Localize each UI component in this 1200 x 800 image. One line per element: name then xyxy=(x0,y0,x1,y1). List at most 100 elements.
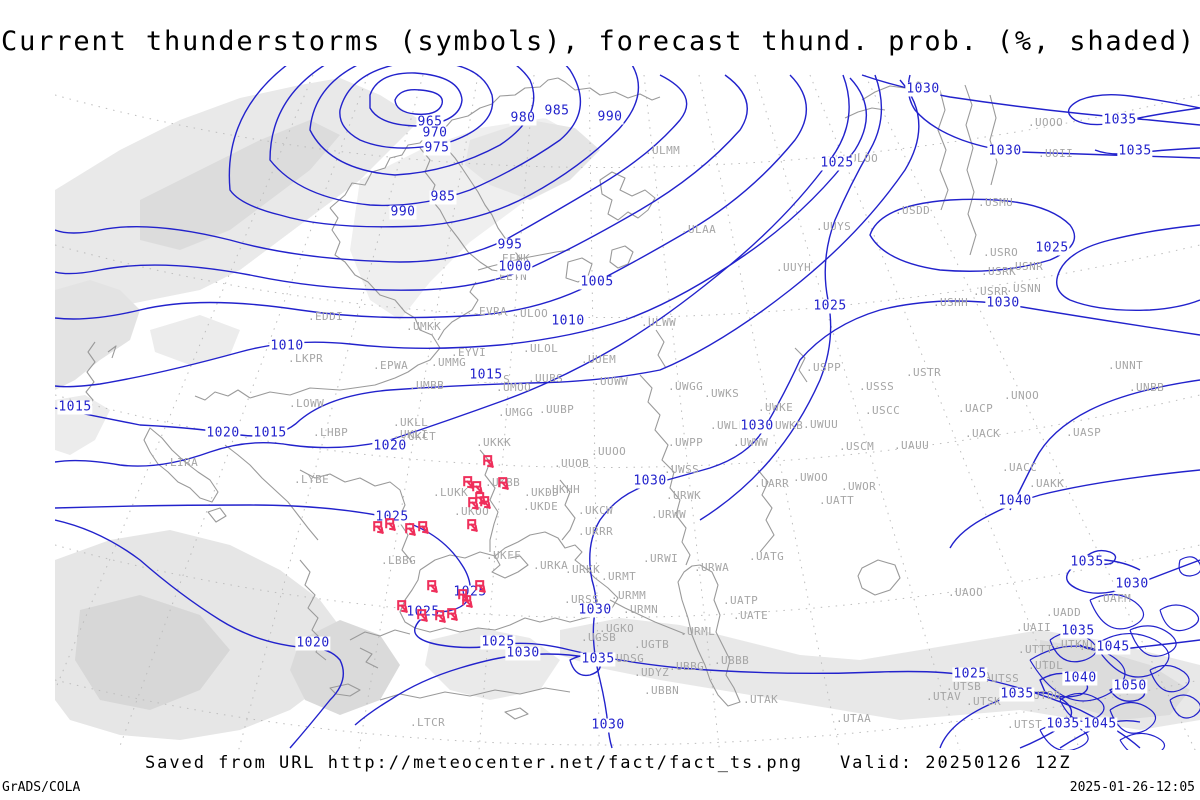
coastlines xyxy=(84,77,998,720)
thunderstorm-symbol-icon xyxy=(473,579,488,594)
station-label-ubbb: .UBBB xyxy=(714,653,750,667)
station-label-uadd: .UADD xyxy=(1046,605,1082,619)
isobar-label-1015: 1015 xyxy=(57,399,93,415)
station-label-lybe: .LYBE xyxy=(294,472,330,486)
station-label-urmn: .URMN xyxy=(623,602,659,616)
isobar-label-985: 985 xyxy=(429,189,457,205)
thunderstorm-symbol-icon xyxy=(433,609,448,624)
isobar-label-1035: 1035 xyxy=(999,686,1035,702)
isobar-label-1015: 1015 xyxy=(252,425,288,441)
station-label-uacc: .UACC xyxy=(1002,460,1038,474)
station-label-lkpr: .LKPR xyxy=(288,351,324,365)
station-label-eetn: .EETN xyxy=(492,269,528,283)
station-label-uarr: .UARR xyxy=(754,476,790,490)
station-label-utdl: .UTDL xyxy=(1028,658,1064,672)
isobar-label-980: 980 xyxy=(509,110,537,126)
station-label-uuww: .UUWW xyxy=(593,374,629,388)
station-label-ukff: .UKFF xyxy=(486,548,522,562)
station-label-uuoo: .UUOO xyxy=(591,444,627,458)
station-label-ummg: .UMMG xyxy=(431,355,467,369)
station-label-uooo: .UOOO xyxy=(1028,115,1064,129)
station-label-utkn: .UTKN xyxy=(1054,637,1090,651)
isobar-label-1035: 1035 xyxy=(1117,143,1153,159)
isobar-label-1050: 1050 xyxy=(1112,678,1148,694)
station-label-urmm: .URMM xyxy=(611,588,647,602)
isobar-label-1020: 1020 xyxy=(205,425,241,441)
isobar-label-1025: 1025 xyxy=(480,634,516,650)
station-label-uatg: .UATG xyxy=(749,549,785,563)
station-label-uwpp: .UWPP xyxy=(668,435,704,449)
thunderstorm-symbol-icon xyxy=(445,607,460,622)
station-label-uwuu: .UWUU xyxy=(803,417,839,431)
isobar-label-965: 965 xyxy=(416,114,444,130)
thunderstorm-symbol-icon xyxy=(478,495,493,510)
station-label-uwor: .UWOR xyxy=(841,479,877,493)
isobar-label-1030: 1030 xyxy=(987,143,1023,159)
station-label-ushh: .USHH xyxy=(933,295,969,309)
isobar-label-1040: 1040 xyxy=(1062,670,1098,686)
station-label-uttt: .UTTT xyxy=(1018,642,1054,656)
station-label-lira: .LIRA xyxy=(163,455,199,469)
isobar-label-1035: 1035 xyxy=(1060,623,1096,639)
isobar-label-1030: 1030 xyxy=(632,473,668,489)
station-label-ukll: .UKLL xyxy=(393,415,429,429)
thunderstorm-symbol-icon xyxy=(466,496,481,511)
station-label-uubp: .UUBP xyxy=(539,402,575,416)
isobar-label-1030: 1030 xyxy=(505,645,541,661)
thunderstorm-symbol-icon xyxy=(383,517,398,532)
station-label-uuyh: .UUYH xyxy=(776,260,812,274)
thunderstorm-symbol-icon xyxy=(403,522,418,537)
station-label-usrr: .USRR xyxy=(973,284,1009,298)
station-label-uwoo: .UWOO xyxy=(793,470,829,484)
isobar-label-1035: 1035 xyxy=(1102,112,1138,128)
station-label-uatt: .UATT xyxy=(819,493,855,507)
station-label-usss: .USSS xyxy=(859,379,895,393)
thunderstorm-symbol-icon xyxy=(371,520,386,535)
station-label-ukli: .UKLI xyxy=(393,427,429,441)
station-label-lbbg: .LBBG xyxy=(381,553,417,567)
station-label-usro: .USRO xyxy=(983,245,1019,259)
station-label-usnr: .USNR xyxy=(1008,259,1044,273)
station-label-urka: .URKA xyxy=(533,558,569,572)
thunderstorm-symbol-icon xyxy=(416,520,431,535)
isobar-label-1020: 1020 xyxy=(372,438,408,454)
station-label-uscc: .USCC xyxy=(865,403,901,417)
station-label-eyvi: .EYVI xyxy=(451,345,487,359)
station-label-uwks: .UWKS xyxy=(704,386,740,400)
station-label-ltcr: .LTCR xyxy=(410,715,446,729)
station-label-usmu: .USMU xyxy=(978,195,1014,209)
isobar-label-1040: 1040 xyxy=(997,493,1033,509)
station-label-uack: .UACK xyxy=(965,426,1001,440)
station-label-urss: .URSS xyxy=(564,592,600,606)
station-label-uloo: .ULOO xyxy=(513,306,549,320)
station-label-usnn: .USNN xyxy=(1006,281,1042,295)
station-label-urmt: .URMT xyxy=(601,569,637,583)
station-label-utak: .UTAK xyxy=(743,692,779,706)
station-label-utsk: .UTSK xyxy=(966,694,1002,708)
graticule xyxy=(55,74,1200,750)
station-label-uwll: .UWLL xyxy=(710,418,746,432)
station-label-ukdd: .UKDD xyxy=(524,485,560,499)
isobar-label-1030: 1030 xyxy=(739,418,775,434)
station-label-urww: .URWW xyxy=(651,507,687,521)
isobar-label-1035: 1035 xyxy=(1069,554,1105,570)
station-label-utav: .UTAV xyxy=(926,689,962,703)
isobar-label-1000: 1000 xyxy=(497,259,533,275)
isobar-label-1025: 1025 xyxy=(812,298,848,314)
thunderstorm-symbol-icon xyxy=(470,480,485,495)
generation-timestamp: 2025-01-26-12:05 xyxy=(1069,780,1195,795)
thunderstorm-symbol-icon xyxy=(456,588,471,603)
isobar-label-975: 975 xyxy=(423,140,451,156)
station-label-ukoo: .UKOO xyxy=(454,504,490,518)
valid-time-label: Valid: 20250126 12Z xyxy=(840,753,1072,773)
isobar-label-1030: 1030 xyxy=(1114,576,1150,592)
station-label-usdd: .USDD xyxy=(895,203,931,217)
station-label-uspp: .USPP xyxy=(806,360,842,374)
station-label-ubbn: .UBBN xyxy=(644,683,680,697)
station-label-epwa: .EPWA xyxy=(373,358,409,372)
isobar-label-970: 970 xyxy=(421,125,449,141)
isobar-label-990: 990 xyxy=(596,109,624,125)
isobar-label-1010: 1010 xyxy=(550,313,586,329)
station-label-ukde: .UKDE xyxy=(523,499,559,513)
